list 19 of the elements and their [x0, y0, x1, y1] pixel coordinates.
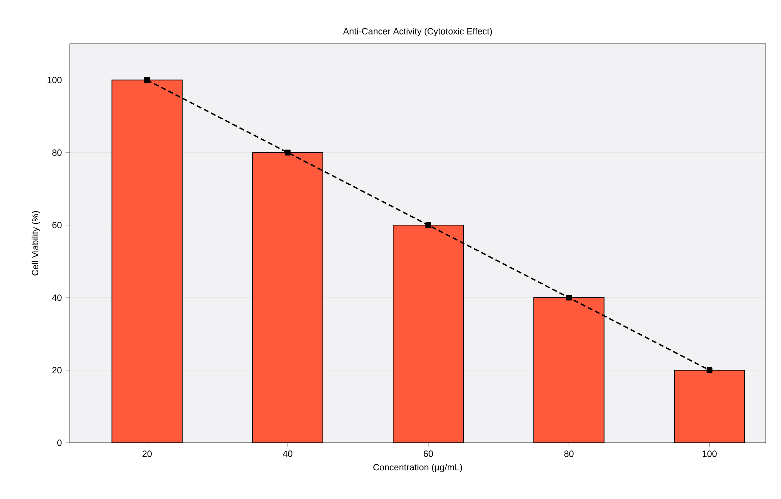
- y-tick-label: 100: [48, 77, 62, 84]
- y-tick-label: 0: [58, 440, 62, 446]
- y-tick-label: 60: [52, 222, 62, 229]
- point: [426, 222, 432, 228]
- x-tick-label: 80: [564, 450, 574, 458]
- point: [144, 77, 150, 84]
- y-tick-label: 80: [52, 150, 62, 156]
- point: [706, 368, 713, 374]
- y-tick-label: 40: [52, 294, 62, 302]
- chart-title: Anti-Cancer Activity (Cytotoxic Effect): [343, 28, 492, 36]
- x-axis-title: Concentration (µg/mL): [374, 464, 462, 472]
- point: [285, 150, 291, 156]
- x-tick-label: 100: [702, 450, 717, 458]
- x-tick-label: 40: [283, 450, 293, 458]
- point: [566, 295, 572, 301]
- x-tick-label: 20: [142, 450, 152, 458]
- y-tick-label: 20: [52, 367, 62, 374]
- y-axis-title: Cell Viability (%): [32, 211, 40, 276]
- x-tick-label: 60: [424, 450, 434, 458]
